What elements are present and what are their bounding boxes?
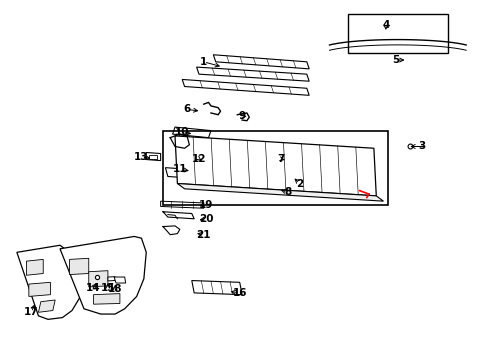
Polygon shape — [69, 258, 89, 275]
Polygon shape — [29, 282, 50, 296]
Polygon shape — [160, 201, 203, 208]
Polygon shape — [146, 153, 160, 161]
Bar — [347, 14, 447, 53]
Polygon shape — [196, 67, 308, 81]
Text: 18: 18 — [108, 284, 122, 294]
Polygon shape — [287, 164, 299, 176]
Text: 17: 17 — [24, 307, 39, 317]
Text: 6: 6 — [183, 104, 190, 114]
Polygon shape — [26, 259, 43, 275]
Polygon shape — [175, 136, 376, 196]
Polygon shape — [213, 55, 308, 69]
Text: 20: 20 — [199, 214, 213, 224]
Text: 11: 11 — [172, 165, 187, 174]
Text: 3: 3 — [417, 141, 425, 152]
Text: 21: 21 — [196, 230, 211, 240]
Polygon shape — [177, 184, 383, 201]
Text: 8: 8 — [284, 187, 291, 197]
Polygon shape — [17, 245, 84, 319]
Text: 19: 19 — [199, 200, 213, 210]
Polygon shape — [89, 271, 108, 287]
Text: 15: 15 — [101, 283, 115, 293]
Polygon shape — [172, 127, 210, 138]
Text: 1: 1 — [200, 57, 207, 67]
Text: 12: 12 — [191, 154, 206, 164]
Text: 10: 10 — [175, 127, 189, 138]
Text: 5: 5 — [391, 55, 398, 65]
Bar — [148, 155, 157, 159]
Polygon shape — [114, 277, 125, 283]
Bar — [163, 131, 387, 205]
Text: 4: 4 — [382, 20, 389, 30]
Text: 2: 2 — [295, 179, 303, 189]
Text: 13: 13 — [134, 152, 148, 162]
Polygon shape — [165, 168, 318, 187]
Polygon shape — [39, 300, 55, 312]
Polygon shape — [60, 237, 146, 314]
Polygon shape — [108, 277, 115, 281]
Text: 16: 16 — [232, 288, 246, 298]
Polygon shape — [93, 294, 120, 304]
Text: 14: 14 — [86, 283, 101, 293]
Polygon shape — [191, 280, 242, 294]
Text: 7: 7 — [276, 154, 284, 164]
Text: 9: 9 — [238, 112, 245, 121]
Polygon shape — [182, 80, 308, 95]
